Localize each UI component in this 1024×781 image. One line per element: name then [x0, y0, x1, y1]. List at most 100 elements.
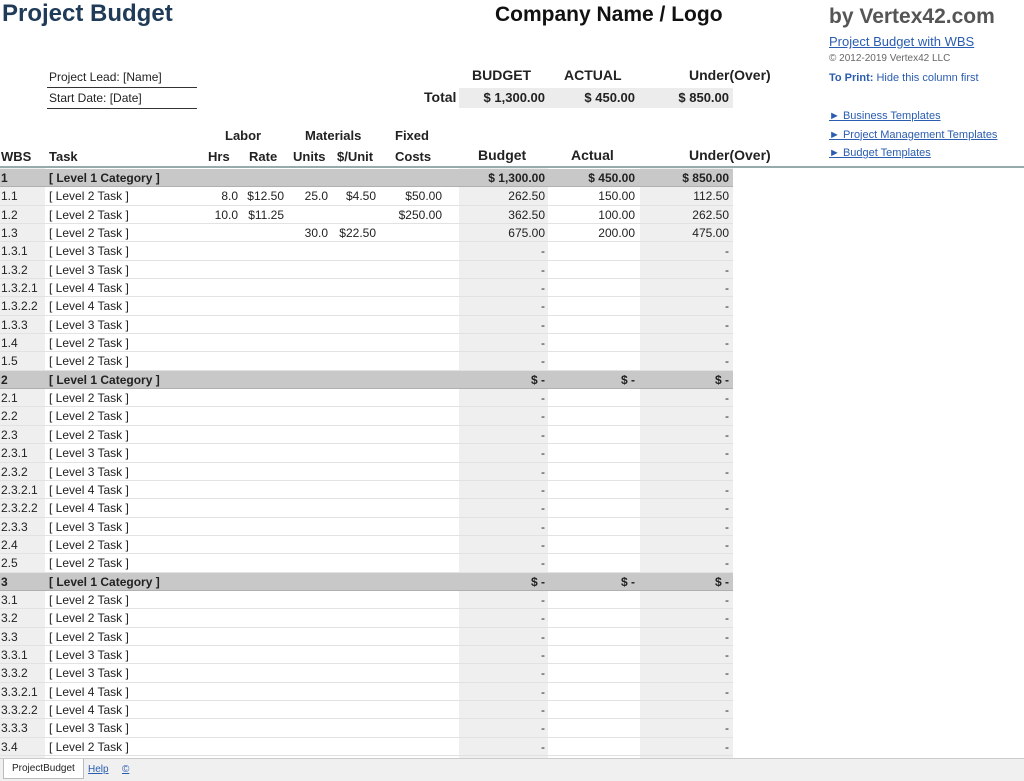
under-cell[interactable]: -: [725, 666, 729, 681]
table-row[interactable]: 1.3.3 [ Level 3 Task ] - -: [0, 316, 733, 335]
table-row[interactable]: 3.3.2.2 [ Level 4 Task ] - -: [0, 701, 733, 720]
wbs-cell[interactable]: 3.1: [1, 592, 18, 607]
under-cell[interactable]: -: [725, 244, 729, 259]
task-cell[interactable]: [ Level 3 Task ]: [49, 721, 129, 736]
table-row[interactable]: 1.5 [ Level 2 Task ] - -: [0, 352, 733, 371]
task-cell[interactable]: [ Level 1 Category ]: [49, 574, 160, 589]
budget-cell[interactable]: $ -: [530, 574, 545, 589]
wbs-cell[interactable]: 2.3: [1, 427, 18, 442]
budget-cell[interactable]: $ -: [530, 372, 545, 387]
table-row[interactable]: 2.3.2 [ Level 3 Task ] - -: [0, 463, 733, 481]
task-cell[interactable]: [ Level 2 Task ]: [49, 629, 129, 644]
budget-cell[interactable]: -: [541, 336, 545, 351]
budget-cell[interactable]: 262.50: [508, 189, 545, 204]
table-row[interactable]: 1.1 [ Level 2 Task ] 8.0 $12.50 25.0 $4.50 $50…: [0, 187, 733, 206]
under-cell[interactable]: -: [725, 629, 729, 644]
table-row[interactable]: 3.1 [ Level 2 Task ] - -: [0, 591, 733, 610]
per-unit-cell[interactable]: $4.50: [345, 189, 376, 204]
budget-templates-link[interactable]: ► Budget Templates: [829, 147, 931, 159]
hrs-cell[interactable]: 10.0: [214, 207, 238, 222]
task-cell[interactable]: [ Level 3 Task ]: [49, 647, 129, 662]
wbs-cell[interactable]: 2.4: [1, 537, 18, 552]
under-cell[interactable]: 475.00: [692, 226, 729, 241]
under-cell[interactable]: -: [725, 482, 729, 497]
budget-cell[interactable]: -: [541, 299, 545, 314]
wbs-cell[interactable]: 1.3.2.2: [1, 299, 38, 314]
under-cell[interactable]: -: [725, 391, 729, 406]
task-cell[interactable]: [ Level 1 Category ]: [49, 372, 160, 387]
wbs-cell[interactable]: 1.2: [1, 207, 18, 222]
wbs-cell[interactable]: 1.3: [1, 226, 18, 241]
budget-cell[interactable]: -: [541, 281, 545, 296]
task-cell[interactable]: [ Level 2 Task ]: [49, 611, 129, 626]
table-row[interactable]: 3.4 [ Level 2 Task ] - -: [0, 738, 733, 756]
under-cell[interactable]: 112.50: [693, 189, 729, 204]
task-cell[interactable]: [ Level 4 Task ]: [49, 281, 129, 296]
wbs-cell[interactable]: 3.3.2: [1, 666, 28, 681]
wbs-cell[interactable]: 3.3.2.1: [1, 684, 38, 699]
wbs-cell[interactable]: 2.3.2: [1, 464, 28, 479]
under-cell[interactable]: -: [725, 684, 729, 699]
wbs-cell[interactable]: 2.1: [1, 391, 18, 406]
budget-cell[interactable]: -: [541, 666, 545, 681]
sheet-tab-projectbudget[interactable]: ProjectBudget: [3, 759, 84, 779]
actual-cell[interactable]: $ 450.00: [588, 171, 635, 185]
under-cell[interactable]: -: [725, 739, 729, 754]
table-row[interactable]: 2.3 [ Level 2 Task ] - -: [0, 426, 733, 445]
actual-cell[interactable]: 150.00: [598, 189, 635, 204]
task-cell[interactable]: [ Level 3 Task ]: [49, 262, 129, 277]
hrs-cell[interactable]: 8.0: [221, 189, 238, 204]
budget-cell[interactable]: -: [541, 464, 545, 479]
task-cell[interactable]: [ Level 2 Task ]: [49, 427, 129, 442]
budget-cell[interactable]: -: [541, 262, 545, 277]
table-row[interactable]: 2.3.3 [ Level 3 Task ] - -: [0, 518, 733, 536]
wbs-cell[interactable]: 2.5: [1, 556, 18, 571]
task-cell[interactable]: [ Level 2 Task ]: [49, 739, 129, 754]
table-row[interactable]: 1.2 [ Level 2 Task ] 10.0 $11.25 $250.00 362.…: [0, 206, 733, 225]
table-row[interactable]: 3.3.2.1 [ Level 4 Task ] - -: [0, 683, 733, 701]
rate-cell[interactable]: $12.50: [247, 189, 284, 204]
under-cell[interactable]: $ -: [714, 372, 729, 387]
budget-cell[interactable]: -: [541, 519, 545, 534]
task-cell[interactable]: [ Level 4 Task ]: [49, 482, 129, 497]
task-cell[interactable]: [ Level 2 Task ]: [49, 391, 129, 406]
task-cell[interactable]: [ Level 4 Task ]: [49, 702, 129, 717]
table-row[interactable]: 2.2 [ Level 2 Task ] - -: [0, 407, 733, 426]
wbs-cell[interactable]: 2.3.2.2: [1, 501, 38, 516]
budget-cell[interactable]: -: [541, 647, 545, 662]
wbs-cell[interactable]: 2.3.3: [1, 519, 28, 534]
copyright-tab-link[interactable]: ©: [122, 764, 130, 775]
start-date-field[interactable]: Start Date: [Date]: [47, 89, 197, 109]
under-cell[interactable]: -: [725, 262, 729, 277]
under-cell[interactable]: $ -: [714, 574, 729, 589]
units-cell[interactable]: 25.0: [304, 189, 328, 204]
wbs-cell[interactable]: 1.3.1: [1, 244, 28, 259]
wbs-cell[interactable]: 1.3.3: [1, 317, 28, 332]
fixed-cost-cell[interactable]: $250.00: [398, 207, 442, 222]
wbs-cell[interactable]: 3.3.1: [1, 647, 28, 662]
help-tab-link[interactable]: Help: [88, 764, 109, 775]
actual-cell[interactable]: $ -: [620, 372, 635, 387]
table-row[interactable]: 3.3.2 [ Level 3 Task ] - -: [0, 664, 733, 683]
table-row[interactable]: 1.3.2 [ Level 3 Task ] - -: [0, 261, 733, 280]
budget-cell[interactable]: -: [541, 482, 545, 497]
fixed-cost-cell[interactable]: $50.00: [405, 189, 442, 204]
wbs-cell[interactable]: 2: [1, 372, 8, 387]
units-cell[interactable]: 30.0: [304, 226, 328, 241]
under-cell[interactable]: -: [725, 611, 729, 626]
task-cell[interactable]: [ Level 3 Task ]: [49, 446, 129, 461]
task-cell[interactable]: [ Level 4 Task ]: [49, 299, 129, 314]
table-row[interactable]: 3.3.1 [ Level 3 Task ] - -: [0, 646, 733, 665]
wbs-cell[interactable]: 3.2: [1, 611, 18, 626]
table-row[interactable]: 2.3.2.2 [ Level 4 Task ] - -: [0, 499, 733, 518]
wbs-cell[interactable]: 3.4: [1, 739, 18, 754]
wbs-cell[interactable]: 3.3.2.2: [1, 702, 38, 717]
task-cell[interactable]: [ Level 3 Task ]: [49, 519, 129, 534]
budget-cell[interactable]: -: [541, 537, 545, 552]
under-cell[interactable]: -: [725, 556, 729, 571]
budget-cell[interactable]: -: [541, 684, 545, 699]
table-row[interactable]: 1.3 [ Level 2 Task ] 30.0 $22.50 675.00 200.0…: [0, 224, 733, 243]
budget-cell[interactable]: -: [541, 611, 545, 626]
task-cell[interactable]: [ Level 2 Task ]: [49, 336, 129, 351]
project-management-templates-link[interactable]: ► Project Management Templates: [829, 128, 998, 141]
